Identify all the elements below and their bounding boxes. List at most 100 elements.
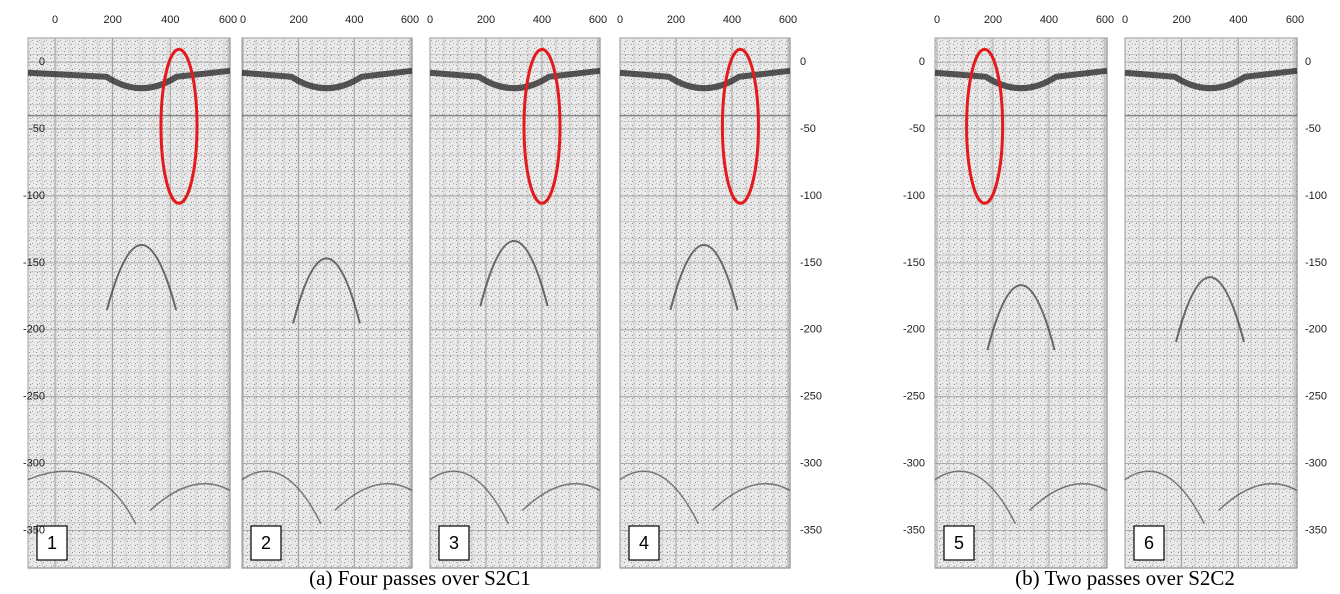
surface-reflection [27, 67, 231, 92]
x-tick-label: 0 [240, 14, 246, 26]
y-tick-label: -350 [23, 524, 45, 536]
radargram-image [934, 37, 1108, 569]
x-tick-label: 200 [103, 14, 121, 26]
panel-number-box [36, 525, 68, 561]
y-tick-label: -250 [903, 391, 925, 403]
deep-reflection [934, 470, 1108, 525]
panel-number-box [628, 525, 660, 561]
y-tick-label: -200 [903, 324, 925, 336]
radargram-image [619, 37, 791, 569]
deep-reflection [241, 470, 413, 525]
x-tick-label: 0 [427, 14, 433, 26]
radargram-image [27, 37, 231, 569]
caption: (a) Four passes over S2C1 [309, 566, 531, 590]
radargram-image [429, 37, 601, 569]
panel-number: 4 [639, 533, 649, 553]
x-tick-label: 0 [1122, 14, 1128, 26]
y-tick-label: -300 [800, 458, 822, 470]
y-tick-label: -350 [1305, 524, 1327, 536]
deep-reflection [429, 470, 601, 525]
y-tick-label: 0 [1305, 56, 1311, 68]
panel-number: 1 [47, 533, 57, 553]
panel-number-box [943, 525, 975, 561]
radargram-panel: 6 [1124, 37, 1298, 569]
y-tick-label: -200 [800, 324, 822, 336]
y-tick-label: -50 [909, 123, 925, 135]
y-tick-label: -100 [23, 190, 45, 202]
x-tick-label: 200 [667, 14, 685, 26]
y-tick-label: 0 [919, 56, 925, 68]
y-tick-label: -100 [903, 190, 925, 202]
y-tick-label: -350 [800, 524, 822, 536]
y-tick-label: -300 [903, 458, 925, 470]
x-tick-label: 400 [345, 14, 363, 26]
x-tick-label: 200 [477, 14, 495, 26]
y-tick-label: -150 [800, 257, 822, 269]
y-tick-label: -200 [23, 324, 45, 336]
x-tick-label: 400 [1040, 14, 1058, 26]
panel-number: 3 [449, 533, 459, 553]
radargram-panel: 2 [241, 37, 413, 569]
y-tick-label: -150 [23, 257, 45, 269]
x-tick-label: 400 [161, 14, 179, 26]
target-hyperbola [105, 244, 178, 311]
x-tick-label: 600 [779, 14, 797, 26]
y-tick-label: -250 [23, 391, 45, 403]
panel-number: 6 [1144, 533, 1154, 553]
y-tick-label: -250 [1305, 391, 1327, 403]
radargram-image [241, 37, 413, 569]
radargram-image [1124, 37, 1298, 569]
x-tick-label: 600 [589, 14, 607, 26]
x-tick-label: 0 [617, 14, 623, 26]
panel-number-box [438, 525, 470, 561]
x-tick-label: 600 [401, 14, 419, 26]
panel-number-box [1133, 525, 1165, 561]
panel-number: 2 [261, 533, 271, 553]
x-tick-label: 400 [723, 14, 741, 26]
radargram-panel: 1 [27, 37, 231, 569]
surface-reflection [1124, 67, 1298, 92]
x-tick-label: 600 [1096, 14, 1114, 26]
y-tick-label: -250 [800, 391, 822, 403]
surface-reflection [619, 67, 791, 92]
caption: (b) Two passes over S2C2 [1015, 566, 1235, 590]
target-hyperbola [986, 284, 1056, 351]
x-tick-label: 200 [984, 14, 1002, 26]
x-tick-label: 200 [289, 14, 307, 26]
y-tick-label: -300 [1305, 458, 1327, 470]
x-tick-label: 0 [934, 14, 940, 26]
target-hyperbola [479, 240, 549, 307]
y-tick-label: -150 [903, 257, 925, 269]
deep-reflection [1124, 470, 1298, 525]
y-tick-label: -100 [1305, 190, 1327, 202]
y-tick-label: -50 [29, 123, 45, 135]
surface-reflection [429, 67, 601, 92]
highlight-ellipse [522, 47, 562, 205]
target-hyperbola [1175, 276, 1245, 343]
target-hyperbola [669, 244, 739, 311]
y-tick-label: -100 [800, 190, 822, 202]
highlight-ellipse [720, 47, 760, 205]
x-tick-label: 600 [219, 14, 237, 26]
y-tick-label: -200 [1305, 324, 1327, 336]
x-tick-label: 600 [1286, 14, 1304, 26]
x-tick-label: 200 [1172, 14, 1190, 26]
y-tick-label: -150 [1305, 257, 1327, 269]
x-tick-label: 0 [52, 14, 58, 26]
deep-reflection [619, 470, 791, 525]
x-tick-label: 400 [1229, 14, 1247, 26]
y-tick-label: -50 [800, 123, 816, 135]
panel-number: 5 [954, 533, 964, 553]
x-tick-label: 400 [533, 14, 551, 26]
y-tick-label: 0 [800, 56, 806, 68]
y-tick-label: -300 [23, 458, 45, 470]
y-tick-label: -350 [903, 524, 925, 536]
highlight-ellipse [965, 47, 1005, 205]
deep-reflection [27, 470, 231, 525]
radargram-panel: 5 [934, 37, 1108, 569]
highlight-ellipse [159, 47, 199, 205]
y-tick-label: -50 [1305, 123, 1321, 135]
panel-number-box [250, 525, 282, 561]
